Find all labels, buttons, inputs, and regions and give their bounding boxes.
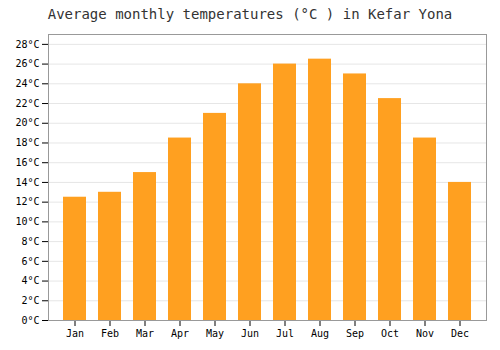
svg-text:Aug: Aug xyxy=(311,328,329,339)
svg-text:12°C: 12°C xyxy=(15,196,39,207)
svg-text:28°C: 28°C xyxy=(15,39,39,50)
svg-text:22°C: 22°C xyxy=(15,98,39,109)
svg-text:8°C: 8°C xyxy=(21,236,39,247)
svg-text:18°C: 18°C xyxy=(15,137,39,148)
svg-text:Mar: Mar xyxy=(136,328,154,339)
svg-text:24°C: 24°C xyxy=(15,78,39,89)
svg-text:14°C: 14°C xyxy=(15,177,39,188)
svg-text:May: May xyxy=(206,328,224,339)
svg-text:0°C: 0°C xyxy=(21,315,39,326)
svg-text:Jan: Jan xyxy=(66,328,84,339)
svg-text:2°C: 2°C xyxy=(21,295,39,306)
svg-text:Nov: Nov xyxy=(416,328,434,339)
svg-text:20°C: 20°C xyxy=(15,117,39,128)
html-text:Average monthly temperatures (: Average monthly temperatures (°C ) in Ke… xyxy=(47,6,453,22)
svg-text:Jul: Jul xyxy=(276,328,294,339)
svg-text:16°C: 16°C xyxy=(15,157,39,168)
svg-text:10°C: 10°C xyxy=(15,216,39,227)
svg-text:Sep: Sep xyxy=(346,328,364,339)
svg-text:Dec: Dec xyxy=(451,328,469,339)
svg-text:4°C: 4°C xyxy=(21,275,39,286)
svg-text:Oct: Oct xyxy=(381,328,399,339)
svg-text:26°C: 26°C xyxy=(15,58,39,69)
svg-text:Jun: Jun xyxy=(241,328,259,339)
svg-text:6°C: 6°C xyxy=(21,256,39,267)
svg-text:Feb: Feb xyxy=(101,328,119,339)
svg-text:Apr: Apr xyxy=(171,328,189,339)
